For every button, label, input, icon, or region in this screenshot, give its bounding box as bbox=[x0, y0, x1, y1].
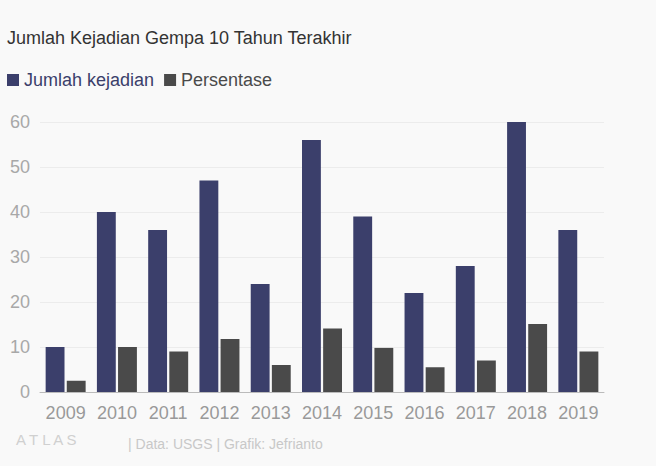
svg-text:2010: 2010 bbox=[97, 403, 137, 423]
svg-text:2015: 2015 bbox=[353, 403, 393, 423]
svg-text:2014: 2014 bbox=[302, 403, 342, 423]
svg-text:2019: 2019 bbox=[558, 403, 598, 423]
svg-text:2018: 2018 bbox=[507, 403, 547, 423]
svg-text:A T L A S: A T L A S bbox=[16, 431, 77, 448]
svg-text:30: 30 bbox=[10, 247, 30, 267]
svg-text:50: 50 bbox=[10, 157, 30, 177]
svg-text:2012: 2012 bbox=[199, 403, 239, 423]
svg-text:2013: 2013 bbox=[251, 403, 291, 423]
svg-text:2009: 2009 bbox=[46, 403, 86, 423]
svg-text:60: 60 bbox=[10, 112, 30, 132]
svg-text:Persentase: Persentase bbox=[181, 70, 272, 90]
svg-text:Jumlah kejadian: Jumlah kejadian bbox=[24, 70, 154, 90]
svg-text:2017: 2017 bbox=[456, 403, 496, 423]
svg-text:10: 10 bbox=[10, 337, 30, 357]
svg-text:| Data: USGS | Grafik: Jefrian: | Data: USGS | Grafik: Jefrianto bbox=[128, 436, 323, 452]
svg-text:40: 40 bbox=[10, 202, 30, 222]
svg-text:2016: 2016 bbox=[405, 403, 445, 423]
svg-text:0: 0 bbox=[20, 382, 30, 402]
svg-text:2011: 2011 bbox=[149, 403, 188, 423]
svg-text:20: 20 bbox=[10, 292, 30, 312]
svg-text:Jumlah Kejadian Gempa 10 Tahun: Jumlah Kejadian Gempa 10 Tahun Terakhir bbox=[7, 28, 352, 48]
